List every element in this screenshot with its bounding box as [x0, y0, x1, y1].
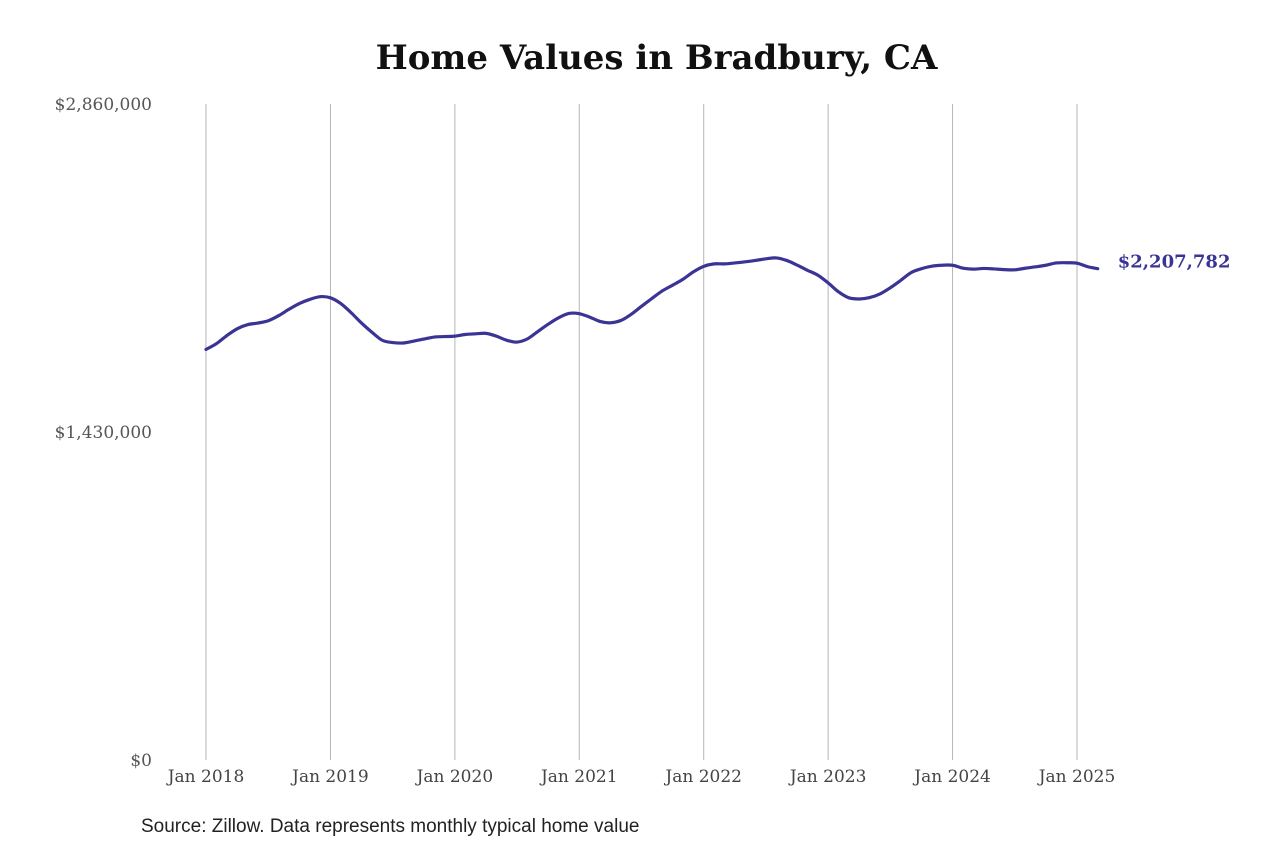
series-line [204, 256, 1100, 352]
x-axis: Jan 2018 Jan 2019 Jan 2020 Jan 2021 Jan 2022… [166, 767, 1116, 787]
end-value-label: $2,207,782 [1118, 252, 1231, 273]
y-tick-label: $2,860,000 [55, 95, 152, 115]
y-tick-label: $1,430,000 [55, 423, 152, 443]
y-axis: $0 $1,430,000 $2,860,000 [55, 95, 152, 771]
x-tick-label: Jan 2018 [166, 767, 245, 787]
source-note: Source: Zillow. Data represents monthly … [141, 816, 640, 837]
x-tick-label: Jan 2021 [539, 767, 618, 787]
chart-title: Home Values in Bradbury, CA [375, 38, 938, 78]
x-tick-label: Jan 2020 [415, 767, 494, 787]
series [204, 256, 1100, 352]
x-tick-label: Jan 2022 [663, 767, 742, 787]
x-tick-label: Jan 2024 [912, 767, 991, 787]
x-tick-label: Jan 2019 [290, 767, 369, 787]
x-tick-label: Jan 2025 [1037, 767, 1116, 787]
data-labels: $2,207,782 [1118, 252, 1231, 273]
y-tick-label: $0 [130, 751, 152, 771]
x-tick-label: Jan 2023 [788, 767, 867, 787]
gridlines [205, 104, 1078, 760]
